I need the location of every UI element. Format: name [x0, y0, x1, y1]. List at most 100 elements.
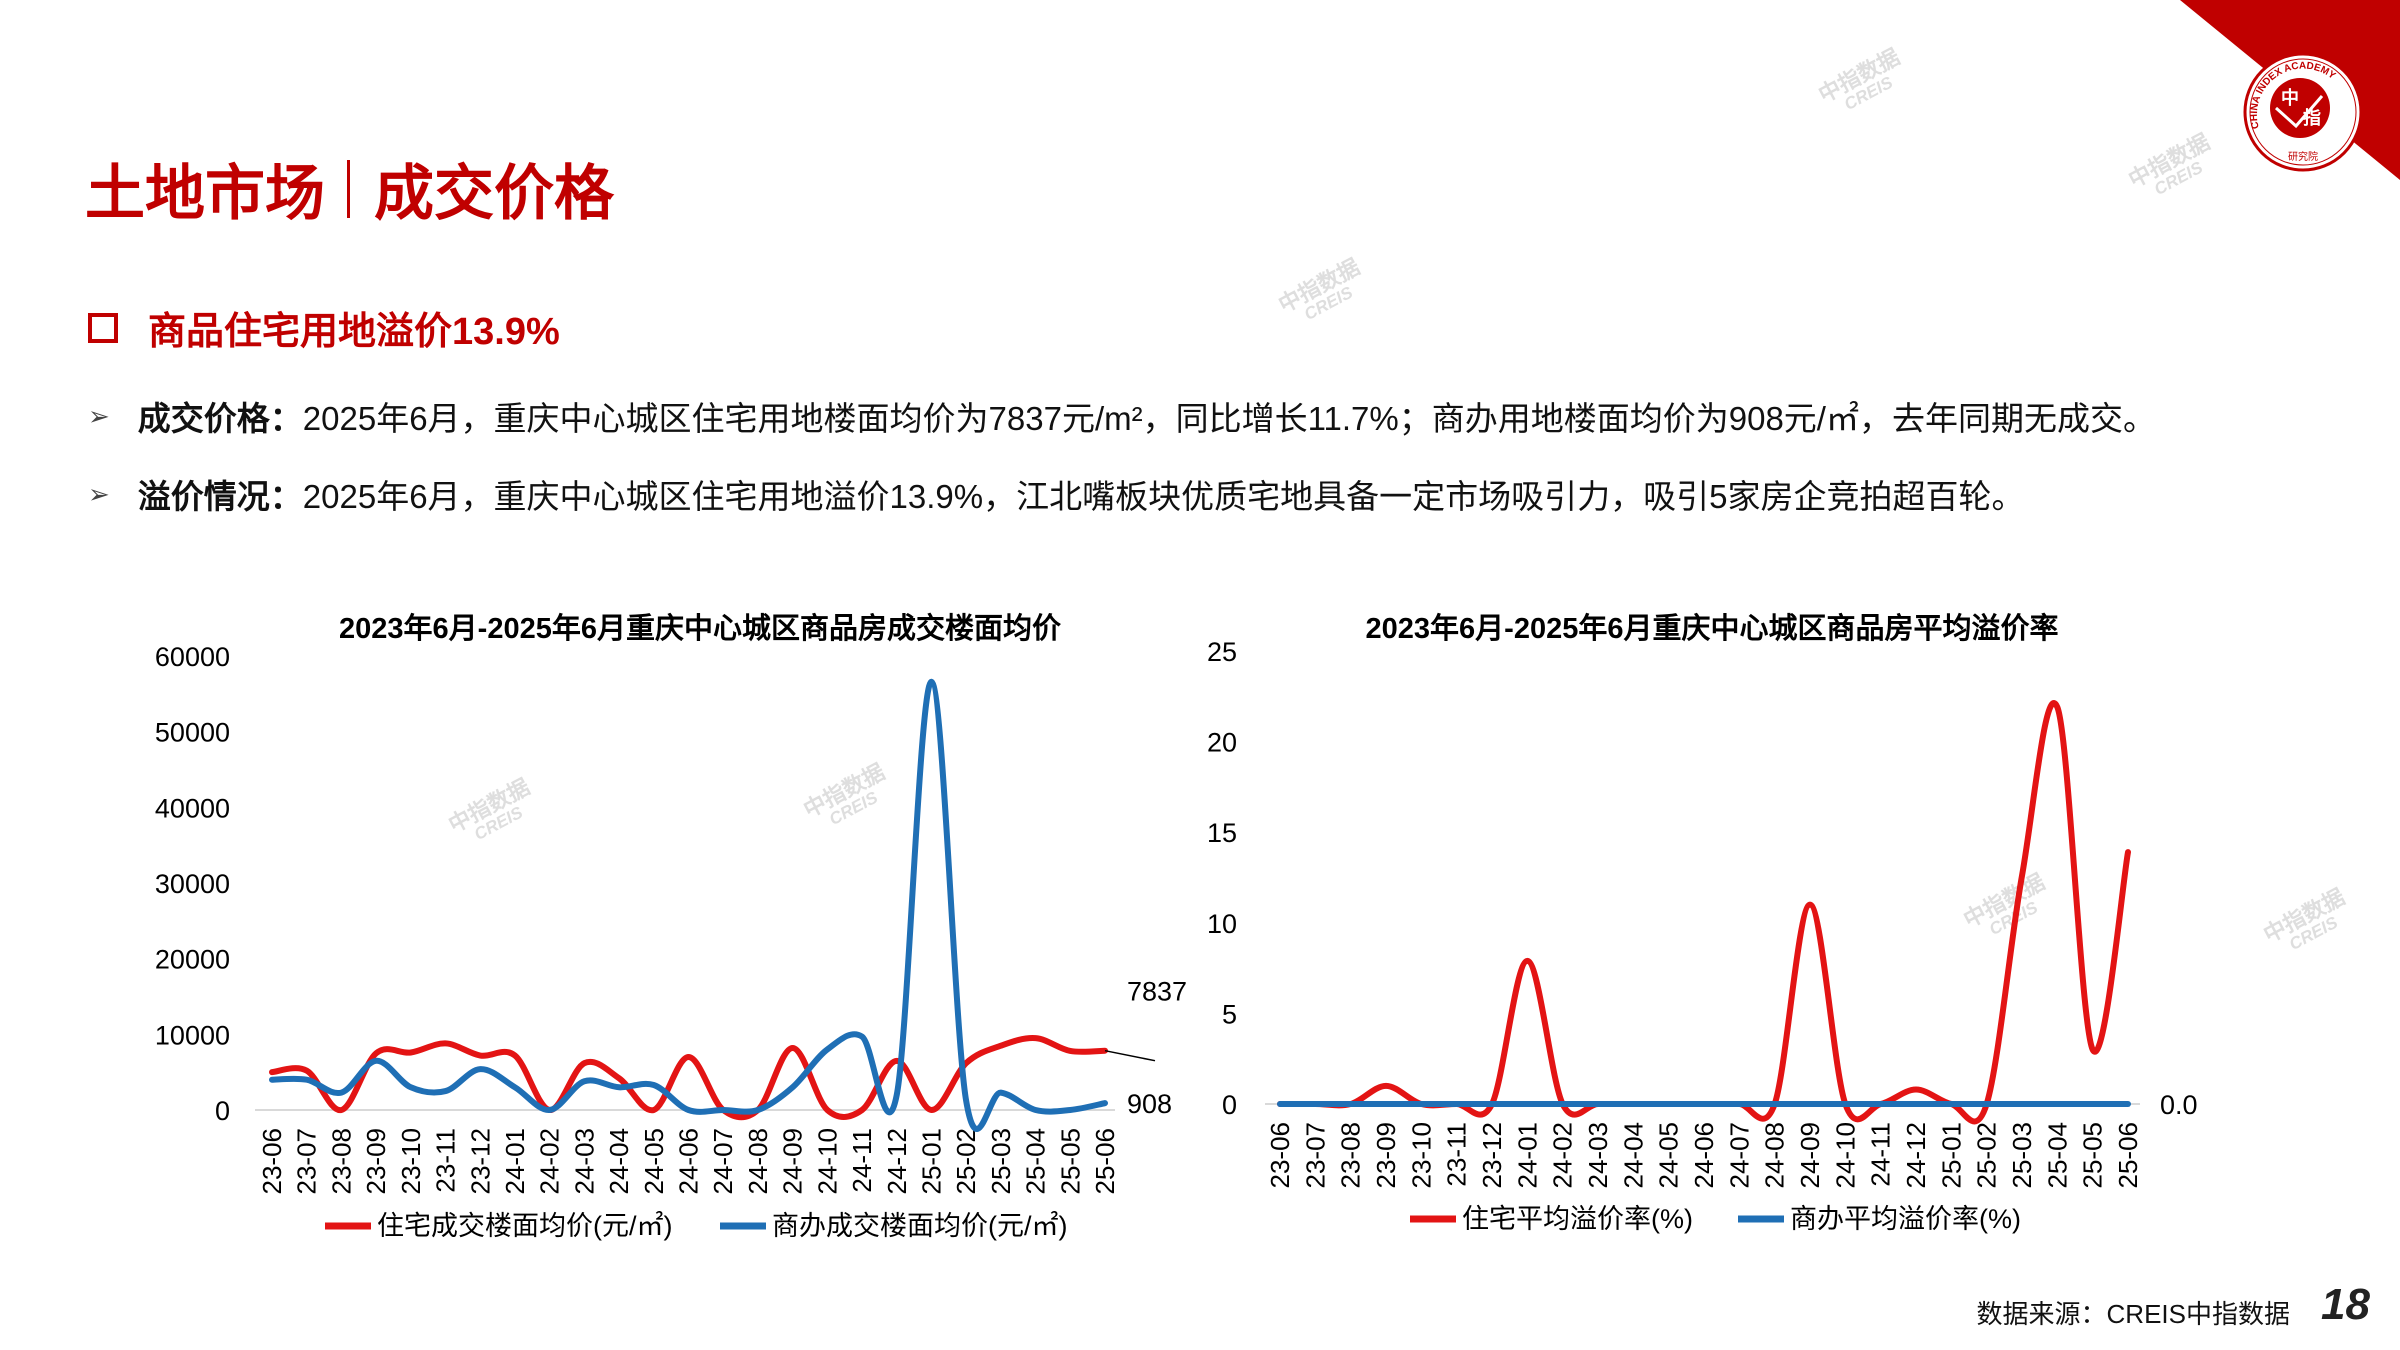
y-tick-label: 25: [1207, 637, 1237, 667]
x-tick-label: 23-12: [1477, 1122, 1507, 1189]
x-tick-label: 24-08: [743, 1128, 773, 1195]
data-label: 0.0: [2160, 1090, 2198, 1120]
title-left: 土地市场: [85, 160, 325, 227]
x-tick-label: 24-04: [604, 1128, 634, 1195]
series-line: [1277, 700, 2131, 1125]
china-index-academy-logo: 中 指 CHINA INDEX ACADEMY 研究院: [2243, 52, 2363, 172]
y-tick-label: 5: [1222, 999, 1237, 1029]
section-heading: 商品住宅用地溢价13.9%: [88, 300, 560, 355]
x-tick-label: 25-01: [1936, 1122, 1966, 1189]
x-tick-label: 24-06: [674, 1128, 704, 1195]
title-right: 成交价格: [374, 160, 614, 227]
chart-title: 2023年6月-2025年6月重庆中心城区商品房成交楼面均价: [339, 611, 1062, 645]
y-tick-label: 20000: [155, 945, 230, 975]
bullet-item: ➢ 溢价情况： 2025年6月，重庆中心城区住宅用地溢价13.9%，江北嘴板块优…: [88, 470, 2025, 518]
y-tick-label: 40000: [155, 793, 230, 823]
x-tick-label: 25-06: [1090, 1128, 1120, 1195]
x-tick-label: 23-08: [1336, 1122, 1366, 1189]
x-tick-label: 24-03: [569, 1128, 599, 1195]
x-tick-label: 23-06: [257, 1128, 287, 1195]
x-tick-label: 24-09: [778, 1128, 808, 1195]
x-tick-label: 25-01: [916, 1128, 946, 1195]
data-label: 908: [1127, 1089, 1172, 1119]
data-label-leader: [1104, 1049, 1156, 1062]
x-tick-label: 24-07: [1724, 1122, 1754, 1189]
svg-text:中: 中: [2281, 87, 2299, 108]
arrow-bullet-icon: ➢: [88, 478, 110, 509]
x-tick-label: 24-12: [1901, 1122, 1931, 1189]
x-tick-label: 23-10: [396, 1128, 426, 1195]
chart-title: 2023年6月-2025年6月重庆中心城区商品房平均溢价率: [1366, 611, 2059, 645]
bullet-label: 成交价格：: [137, 400, 303, 437]
x-tick-label: 24-09: [1795, 1122, 1825, 1189]
watermark: 中指数据 CREIS: [1274, 254, 1364, 324]
series-line: [269, 678, 1108, 1133]
page-title: 土地市场 成交价格: [85, 145, 614, 232]
bullet-text: 2025年6月，重庆中心城区住宅用地溢价13.9%，江北嘴板块优质宅地具备一定市…: [302, 478, 2025, 515]
y-tick-label: 10: [1207, 909, 1237, 939]
y-tick-label: 15: [1207, 818, 1237, 848]
x-tick-label: 25-05: [2078, 1122, 2108, 1189]
x-tick-label: 25-03: [2007, 1122, 2037, 1189]
title-divider: [347, 159, 350, 218]
square-bullet-icon: [88, 312, 118, 343]
x-tick-label: 24-07: [708, 1128, 738, 1195]
data-label: 7837: [1127, 977, 1187, 1007]
bullet-text: 2025年6月，重庆中心城区住宅用地楼面均价为7837元/m²，同比增长11.7…: [302, 400, 2156, 437]
x-tick-label: 25-02: [951, 1128, 981, 1195]
x-tick-label: 24-05: [1654, 1122, 1684, 1189]
bullet-item: ➢ 成交价格： 2025年6月，重庆中心城区住宅用地楼面均价为7837元/m²，…: [88, 392, 2156, 440]
x-tick-label: 24-01: [1512, 1122, 1542, 1189]
legend-label: 商办平均溢价率(%): [1790, 1204, 2021, 1234]
x-tick-label: 24-10: [812, 1128, 842, 1195]
x-tick-label: 25-05: [1055, 1128, 1085, 1195]
corner-decoration: 中 指 CHINA INDEX ACADEMY 研究院: [2180, 0, 2400, 180]
x-tick-label: 25-03: [986, 1128, 1016, 1195]
y-tick-label: 0: [1222, 1090, 1237, 1120]
x-tick-label: 24-10: [1830, 1122, 1860, 1189]
x-tick-label: 23-10: [1406, 1122, 1436, 1189]
y-tick-label: 50000: [155, 718, 230, 748]
x-tick-label: 23-06: [1265, 1122, 1295, 1189]
x-tick-label: 24-02: [535, 1128, 565, 1195]
y-tick-label: 20: [1207, 728, 1237, 758]
x-tick-label: 24-12: [882, 1128, 912, 1195]
y-tick-label: 30000: [155, 869, 230, 899]
arrow-bullet-icon: ➢: [88, 400, 110, 431]
x-tick-label: 25-06: [2113, 1122, 2143, 1189]
x-tick-label: 23-07: [292, 1128, 322, 1195]
data-source: 数据来源：CREIS中指数据: [1976, 1299, 2290, 1329]
y-tick-label: 60000: [155, 642, 230, 672]
svg-text:指: 指: [2303, 107, 2321, 128]
x-tick-label: 24-11: [847, 1128, 877, 1193]
x-tick-label: 24-02: [1548, 1122, 1578, 1189]
legend-label: 商办成交楼面均价(元/㎡): [772, 1211, 1067, 1241]
x-tick-label: 24-06: [1689, 1122, 1719, 1189]
x-tick-label: 25-04: [1021, 1128, 1051, 1195]
premium-rate-chart: 2023年6月-2025年6月重庆中心城区商品房平均溢价率 0 5 10 15 20 25 2…: [1207, 611, 2198, 1234]
legend-label: 住宅平均溢价率(%): [1462, 1204, 1693, 1234]
x-tick-label: 23-11: [431, 1128, 461, 1193]
bullet-label: 溢价情况：: [137, 478, 303, 515]
legend-label: 住宅成交楼面均价(元/㎡): [377, 1211, 672, 1241]
x-tick-label: 24-08: [1760, 1122, 1790, 1189]
x-tick-label: 24-03: [1583, 1122, 1613, 1189]
page-number: 18: [2321, 1280, 2370, 1329]
y-tick-label: 0: [215, 1096, 230, 1126]
floor-price-chart: 2023年6月-2025年6月重庆中心城区商品房成交楼面均价 0 10000 2000…: [155, 611, 1187, 1241]
x-tick-label: 23-12: [465, 1128, 495, 1195]
y-tick-label: 10000: [155, 1020, 230, 1050]
x-tick-label: 24-04: [1618, 1122, 1648, 1189]
x-tick-label: 23-09: [1371, 1122, 1401, 1189]
x-tick-label: 23-08: [326, 1128, 356, 1195]
x-tick-label: 24-05: [639, 1128, 669, 1195]
section-heading-text: 商品住宅用地溢价13.9%: [148, 311, 560, 353]
x-tick-label: 24-01: [500, 1128, 530, 1195]
x-tick-label: 25-04: [2042, 1122, 2072, 1189]
x-tick-label: 25-02: [1972, 1122, 2002, 1189]
x-tick-label: 23-09: [361, 1128, 391, 1195]
x-tick-label: 24-11: [1866, 1122, 1896, 1187]
svg-text:研究院: 研究院: [2288, 150, 2318, 163]
x-tick-label: 23-07: [1300, 1122, 1330, 1189]
x-tick-label: 23-11: [1442, 1122, 1472, 1187]
